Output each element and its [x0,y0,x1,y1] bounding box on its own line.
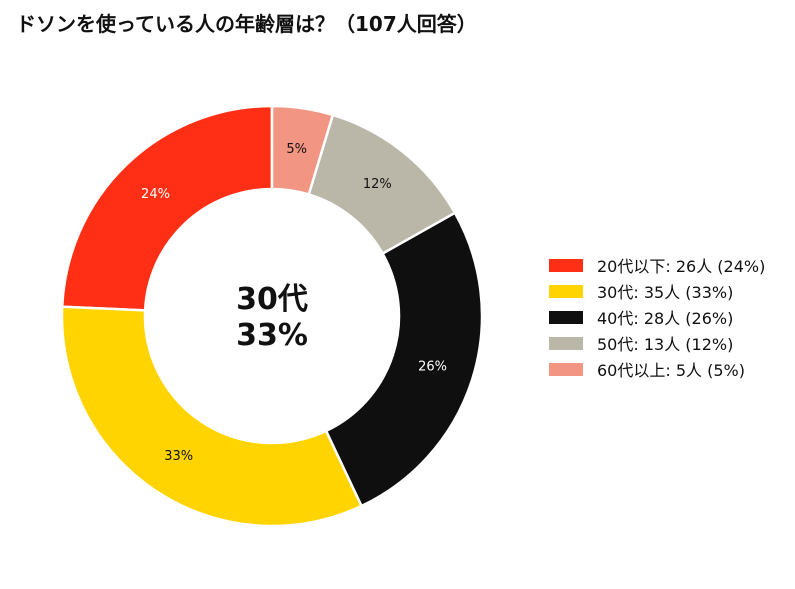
donut-chart: 24% 33% 26% 12% 5% 30代 33% [60,104,484,528]
center-percent-label: 33% [236,318,308,353]
legend-item: 30代: 35人 (33%) [549,278,765,304]
legend-swatch [549,310,583,324]
legend-item: 50代: 13人 (12%) [549,330,765,356]
legend-label: 20代以下: 26人 (24%) [597,257,766,276]
center-category-label: 30代 [236,282,308,317]
legend-label: 30代: 35人 (33%) [597,283,734,302]
legend: 20代以下: 26人 (24%) 30代: 35人 (33%) 40代: 28人… [549,252,765,382]
slice-percent-label: 12% [363,177,392,192]
chart-title: ドソンを使っている人の年齢層は？（107人回答） [16,12,477,36]
legend-swatch [549,258,583,272]
donut-slice [270,104,335,196]
donut-slice [60,104,274,312]
legend-label: 60代以上: 5人 (5%) [597,361,745,380]
legend-label: 40代: 28人 (26%) [597,309,734,328]
legend-item: 60代以上: 5人 (5%) [549,356,765,382]
legend-item: 40代: 28人 (26%) [549,304,765,330]
slice-percent-label: 5% [286,142,307,157]
legend-swatch [549,284,583,298]
donut-slice [324,211,484,508]
legend-swatch [549,362,583,376]
donut-slice [60,305,363,528]
legend-label: 50代: 13人 (12%) [597,335,734,354]
legend-swatch [549,336,583,350]
slice-percent-label: 26% [418,360,447,375]
slice-percent-label: 24% [141,187,170,202]
slice-percent-label: 33% [164,449,193,464]
legend-item: 20代以下: 26人 (24%) [549,252,765,278]
